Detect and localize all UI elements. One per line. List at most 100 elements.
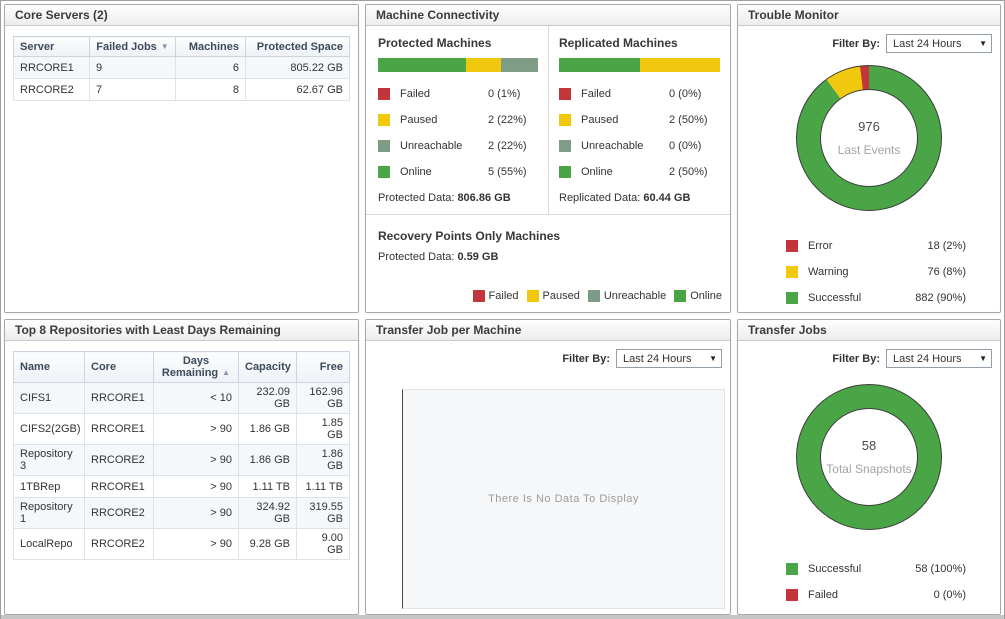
filter-dropdown[interactable]: Last 24 Hours ▼ (886, 34, 992, 53)
legend-item-unreachable: Unreachable 0 (0%) (559, 133, 720, 159)
repo-name[interactable]: CIFS1 (13, 382, 85, 414)
repo-core: RRCORE2 (84, 444, 154, 476)
panel-title-core-servers: Core Servers (2) (5, 5, 358, 26)
repo-name[interactable]: LocalRepo (13, 528, 85, 560)
server-link[interactable]: RRCORE1 (13, 56, 90, 79)
legend-item-failed: Failed 0 (1%) (378, 81, 538, 107)
repo-days-remaining: > 90 (153, 528, 239, 560)
section-heading: Replicated Machines (559, 36, 678, 50)
repo-name[interactable]: 1TBRep (13, 475, 85, 498)
column-header-capacity[interactable]: Capacity (238, 351, 297, 383)
repo-days-remaining: > 90 (153, 497, 239, 529)
sort-desc-icon: ▼ (160, 41, 169, 51)
table-row[interactable]: Repository 1 RRCORE2 > 90 324.92 GB 319.… (13, 497, 350, 529)
failed-swatch (472, 290, 485, 302)
panel-core-servers: Core Servers (2) Server Failed Jobs ▼ Mac… (4, 4, 359, 313)
column-header-machines[interactable]: Machines (175, 36, 246, 57)
panel-title-transfer-job-per-machine: Transfer Job per Machine (366, 320, 730, 341)
column-header-protected-space[interactable]: Protected Space (245, 36, 350, 57)
repo-name[interactable]: Repository 3 (13, 444, 85, 476)
panel-title-transfer-jobs: Transfer Jobs (738, 320, 1000, 341)
server-link[interactable]: RRCORE2 (13, 78, 90, 101)
repo-capacity: 1.86 GB (238, 413, 297, 445)
trouble-monitor-donut[interactable]: 976 Last Events (796, 65, 942, 211)
filter-dropdown[interactable]: Last 24 Hours ▼ (616, 349, 722, 368)
repo-days-remaining: < 10 (153, 382, 239, 414)
repo-name[interactable]: Repository 1 (13, 497, 85, 529)
failed-jobs-link[interactable]: 7 (89, 78, 176, 101)
filter-row: Filter By: Last 24 Hours ▼ (738, 26, 1000, 53)
column-header-days-remaining[interactable]: Days Remaining ▲ (153, 351, 239, 383)
table-row[interactable]: LocalRepo RRCORE2 > 90 9.28 GB 9.00 GB (13, 528, 350, 560)
failed-swatch (786, 589, 798, 601)
machine-connectivity-sections: Protected Machines Failed 0 (1%) Paused 2 … (366, 26, 730, 215)
table-row[interactable]: CIFS1 RRCORE1 < 10 232.09 GB 162.96 GB (13, 382, 350, 414)
protected-space-cell: 805.22 GB (245, 56, 350, 79)
unreachable-swatch (559, 140, 571, 152)
repo-free: 1.11 TB (296, 475, 350, 498)
legend-item-failed: Failed 0 (0%) (559, 81, 720, 107)
protected-data-total: Protected Data: 806.86 GB (378, 192, 511, 204)
repo-free: 9.00 GB (296, 528, 350, 560)
repo-core: RRCORE1 (84, 382, 154, 414)
legend-item-online: Online 5 (55%) (378, 159, 538, 185)
repo-free: 1.86 GB (296, 444, 350, 476)
repo-days-remaining: > 90 (153, 413, 239, 445)
repo-capacity: 1.11 TB (238, 475, 297, 498)
section-heading: Recovery Points Only Machines (378, 229, 561, 243)
table-row[interactable]: RRCORE1 9 6 805.22 GB (13, 56, 350, 79)
unreachable-swatch (378, 140, 390, 152)
panel-transfer-job-per-machine: Transfer Job per Machine Filter By: Last… (365, 319, 731, 615)
column-header-server[interactable]: Server (13, 36, 90, 57)
panel-transfer-jobs: Transfer Jobs Filter By: Last 24 Hours ▼ … (737, 319, 1001, 615)
trouble-monitor-legend: Error 18 (2%) Warning 76 (8%) Successful 88… (738, 233, 1000, 311)
transfer-jobs-donut[interactable]: 58 Total Snapshots (796, 384, 942, 530)
column-header-free[interactable]: Free (296, 351, 350, 383)
failed-jobs-link[interactable]: 9 (89, 56, 176, 79)
repo-capacity: 232.09 GB (238, 382, 297, 414)
filter-row: Filter By: Last 24 Hours ▼ (366, 341, 730, 368)
table-row[interactable]: RRCORE2 7 8 62.67 GB (13, 78, 350, 101)
repositories-table: Name Core Days Remaining ▲ Capacity Free … (13, 351, 350, 560)
paused-swatch (378, 114, 390, 126)
repo-name[interactable]: CIFS2(2GB) (13, 413, 85, 445)
legend-item-online: Online 2 (50%) (559, 159, 720, 185)
recovery-points-data-total: Protected Data: 0.59 GB (378, 251, 499, 263)
legend-item-paused: Paused 2 (22%) (378, 107, 538, 133)
legend-item-failed: Failed 0 (0%) (786, 582, 966, 608)
replicated-machines-section: Replicated Machines Failed 0 (0%) Paused 2… (548, 26, 730, 214)
donut-center-value: 58 (861, 438, 877, 453)
legend-item-warning: Warning 76 (8%) (786, 259, 966, 285)
replicated-machines-bar (559, 58, 720, 72)
online-swatch (559, 166, 571, 178)
paused-swatch (526, 290, 539, 302)
protected-space-cell: 62.67 GB (245, 78, 350, 101)
table-row[interactable]: 1TBRep RRCORE1 > 90 1.11 TB 1.11 TB (13, 475, 350, 498)
legend-item-unreachable: Unreachable (587, 290, 666, 302)
table-row[interactable]: CIFS2(2GB) RRCORE1 > 90 1.86 GB 1.85 GB (13, 413, 350, 445)
donut-center: 58 Total Snapshots (820, 408, 918, 506)
panel-title-repositories: Top 8 Repositories with Least Days Remai… (5, 320, 358, 341)
failed-swatch (378, 88, 390, 100)
machines-cell: 8 (175, 78, 246, 101)
panel-trouble-monitor: Trouble Monitor Filter By: Last 24 Hours… (737, 4, 1001, 313)
repo-core: RRCORE1 (84, 475, 154, 498)
core-servers-table: Server Failed Jobs ▼ Machines Protected S… (13, 36, 350, 101)
repo-capacity: 324.92 GB (238, 497, 297, 529)
column-header-name[interactable]: Name (13, 351, 85, 383)
chevron-down-icon: ▼ (979, 39, 987, 48)
repo-days-remaining: > 90 (153, 475, 239, 498)
filter-by-label: Filter By: (832, 37, 880, 50)
repo-days-remaining: > 90 (153, 444, 239, 476)
no-data-message: There Is No Data To Display (488, 493, 639, 505)
table-row[interactable]: Repository 3 RRCORE2 > 90 1.86 GB 1.86 G… (13, 444, 350, 476)
warning-swatch (786, 266, 798, 278)
panel-machine-connectivity: Machine Connectivity Protected Machines … (365, 4, 731, 313)
filter-dropdown[interactable]: Last 24 Hours ▼ (886, 349, 992, 368)
filter-by-label: Filter By: (832, 352, 880, 365)
column-header-core[interactable]: Core (84, 351, 154, 383)
online-swatch (674, 290, 687, 302)
column-header-failed-jobs[interactable]: Failed Jobs ▼ (89, 36, 176, 57)
